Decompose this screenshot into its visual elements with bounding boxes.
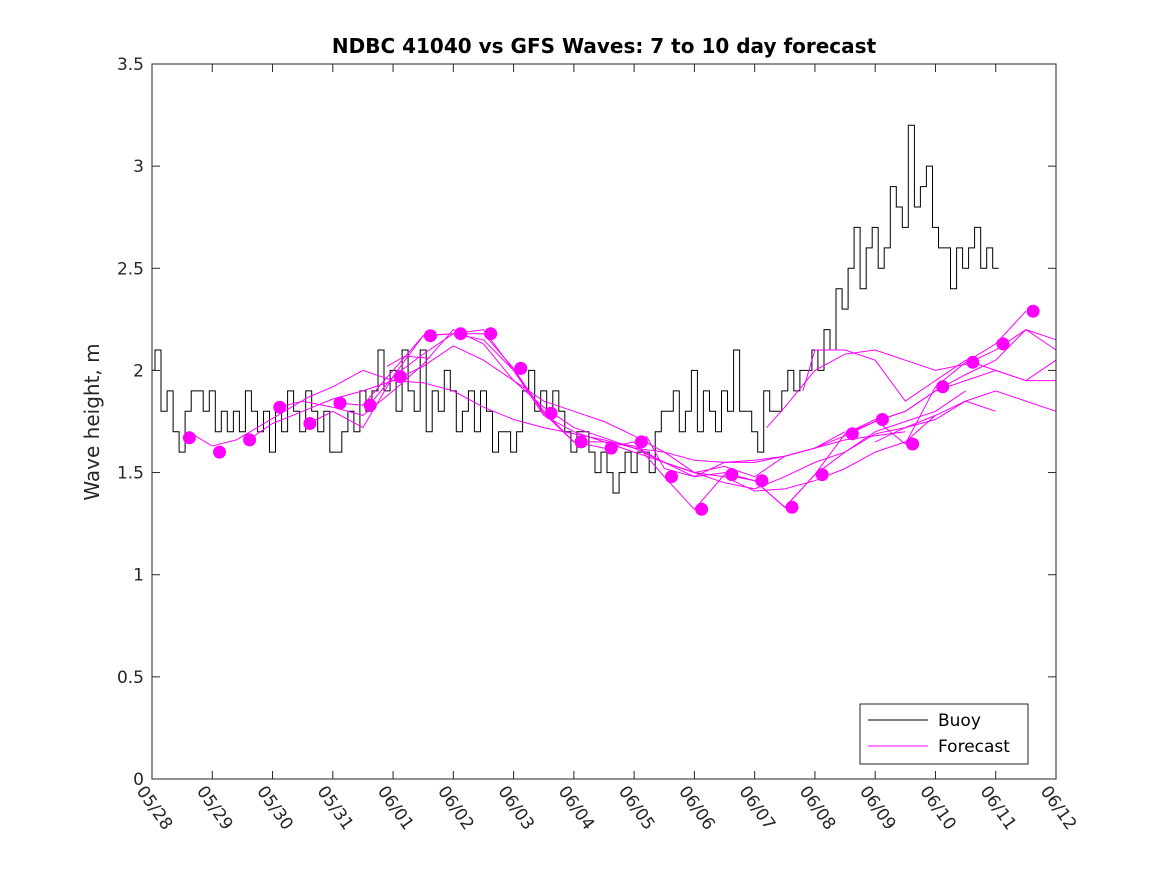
forecast-marker bbox=[725, 468, 739, 482]
forecast-marker bbox=[454, 327, 468, 341]
legend-buoy-label: Buoy bbox=[938, 711, 981, 731]
forecast-marker bbox=[785, 500, 799, 514]
buoy-line bbox=[152, 124, 999, 494]
chart-title: NDBC 41040 vs GFS Waves: 7 to 10 day for… bbox=[332, 34, 877, 58]
forecast-marker bbox=[393, 370, 407, 384]
forecast-series bbox=[187, 310, 1057, 511]
y-tick-label: 1.5 bbox=[117, 464, 144, 484]
forecast-marker bbox=[875, 413, 889, 426]
y-tick-label: 3 bbox=[133, 157, 144, 177]
y-tick-label: 0 bbox=[133, 770, 144, 790]
y-axis-label: Wave height, m bbox=[80, 343, 104, 500]
forecast-marker bbox=[966, 355, 980, 369]
forecast-marker bbox=[845, 427, 859, 441]
legend-forecast-label: Forecast bbox=[938, 737, 1010, 757]
forecast-markers bbox=[182, 304, 1040, 516]
forecast-marker bbox=[213, 445, 226, 459]
forecast-marker bbox=[303, 417, 317, 430]
forecast-line-6 bbox=[368, 310, 1027, 511]
forecast-marker bbox=[423, 329, 437, 343]
forecast-marker bbox=[243, 433, 257, 447]
forecast-marker bbox=[906, 437, 920, 451]
forecast-marker bbox=[815, 468, 829, 482]
y-tick-label: 2.5 bbox=[117, 259, 144, 279]
y-axis-ticks: 0 0.5 1 1.5 2 2.5 3 3.5 bbox=[117, 55, 1056, 790]
y-tick-label: 1 bbox=[133, 566, 144, 586]
forecast-marker bbox=[695, 502, 709, 516]
forecast-marker bbox=[996, 337, 1010, 351]
forecast-marker bbox=[634, 435, 648, 449]
forecast-marker bbox=[1026, 304, 1040, 318]
y-tick-label: 0.5 bbox=[117, 668, 144, 688]
buoy-series bbox=[152, 124, 999, 494]
forecast-marker bbox=[604, 441, 618, 455]
forecast-marker bbox=[514, 361, 528, 375]
forecast-marker bbox=[755, 474, 769, 488]
y-tick-label: 2 bbox=[133, 361, 144, 381]
plot-area bbox=[152, 124, 1057, 516]
forecast-line-4 bbox=[308, 333, 966, 490]
forecast-marker bbox=[273, 400, 287, 414]
plot-frame bbox=[151, 63, 1057, 780]
y-tick-label: 3.5 bbox=[117, 55, 144, 75]
forecast-marker bbox=[544, 406, 558, 420]
legend: Buoy Forecast bbox=[859, 703, 1029, 765]
forecast-marker bbox=[182, 431, 196, 445]
forecast-line-11 bbox=[874, 390, 1057, 443]
legend-box bbox=[859, 703, 1029, 765]
forecast-line-12 bbox=[386, 355, 430, 367]
forecast-marker bbox=[665, 470, 678, 484]
forecast-line-7 bbox=[645, 328, 1057, 478]
forecast-marker bbox=[574, 435, 588, 449]
forecast-marker bbox=[936, 380, 950, 394]
forecast-marker bbox=[363, 398, 377, 412]
forecast-marker bbox=[484, 327, 498, 341]
forecast-marker bbox=[333, 396, 347, 410]
